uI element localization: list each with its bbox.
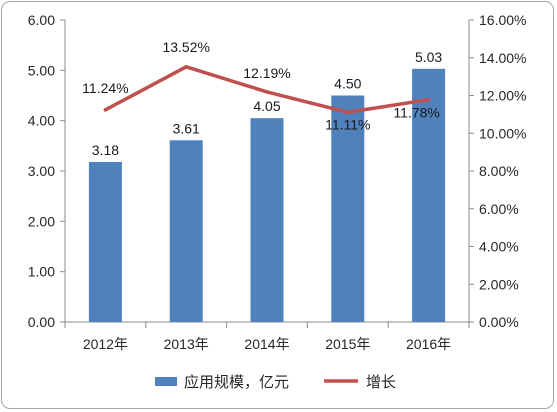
- right-axis-tick-label: 14.00%: [479, 50, 526, 66]
- bar: [331, 95, 365, 322]
- right-axis-tick-label: 0.00%: [479, 314, 519, 330]
- bar-value-label: 4.50: [334, 76, 361, 92]
- bar-value-label: 3.61: [173, 120, 200, 136]
- x-axis-tick-label: 2015年: [325, 336, 370, 352]
- growth-value-label: 12.19%: [243, 65, 290, 81]
- growth-point: [346, 110, 350, 115]
- legend-label-bar: 应用规模，亿元: [184, 373, 289, 391]
- x-axis-tick-label: 2012年: [83, 336, 128, 352]
- legend-label-line: 增长: [366, 373, 396, 391]
- right-axis-tick-label: 2.00%: [479, 276, 519, 292]
- right-axis-tick-label: 16.00%: [479, 12, 526, 28]
- left-axis-tick-label: 3.00: [28, 163, 55, 179]
- data-labels: 3.18 3.61 4.05 4.50 5.03 11.24% 13.52% 12.19% 11…: [82, 39, 442, 158]
- growth-value-label: 13.52%: [162, 39, 209, 55]
- legend-swatch-bar: [155, 377, 177, 386]
- growth-point: [184, 65, 188, 69]
- bar: [250, 118, 284, 323]
- bar-value-label: 3.18: [92, 142, 119, 158]
- left-axis-tick-label: 2.00: [28, 213, 55, 229]
- right-axis-tick-label: 6.00%: [479, 201, 519, 217]
- x-axis-tick-label: 2016年: [406, 336, 451, 352]
- growth-point: [103, 108, 108, 112]
- bar-value-label: 5.03: [415, 49, 442, 65]
- left-axis-tick-label: 6.00: [28, 12, 55, 28]
- legend: 应用规模，亿元 增长: [155, 373, 396, 391]
- growth-value-label: 11.24%: [82, 80, 128, 96]
- right-axis-tick-label: 12.00%: [479, 88, 526, 104]
- left-axis-tick-label: 5.00: [28, 62, 55, 78]
- x-axis-tick-label: 2014年: [244, 336, 289, 352]
- bar-series: [88, 68, 446, 323]
- growth-point: [426, 97, 431, 102]
- growth-value-label: 11.11%: [325, 116, 370, 132]
- bar: [412, 68, 446, 322]
- left-axis-tick-label: 1.00: [28, 264, 55, 280]
- growth-point: [265, 90, 269, 94]
- axes: 0.00 1.00 2.00 3.00 4.00 5.00 6.00 0.00% 2.00% 4.…: [28, 12, 527, 352]
- left-axis-tick-label: 4.00: [28, 113, 55, 129]
- right-axis-tick-label: 8.00%: [479, 163, 519, 179]
- growth-value-label: 11.78%: [393, 105, 439, 121]
- line-series: [103, 65, 431, 115]
- bar: [169, 140, 203, 322]
- right-axis-tick-label: 10.00%: [479, 125, 526, 141]
- bar-value-label: 4.05: [253, 98, 280, 114]
- right-axis-tick-label: 4.00%: [479, 239, 519, 255]
- left-axis-tick-label: 0.00: [28, 314, 55, 330]
- x-axis-tick-label: 2013年: [164, 336, 209, 352]
- bar: [88, 161, 122, 322]
